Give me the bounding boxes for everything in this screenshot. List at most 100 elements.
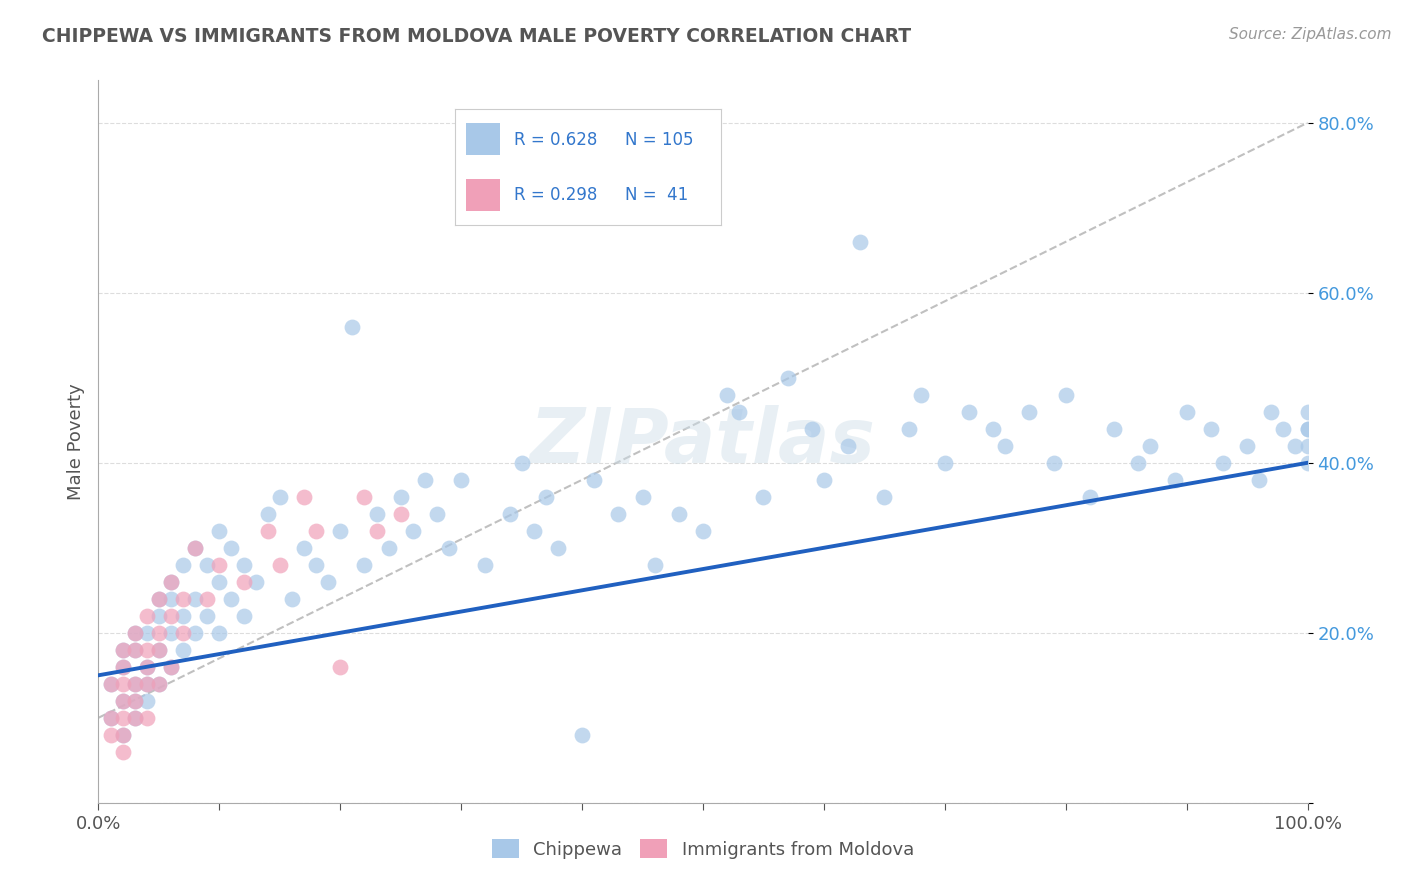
Point bbox=[148, 677, 170, 691]
Point bbox=[135, 608, 157, 623]
Point bbox=[256, 507, 278, 521]
Point bbox=[1296, 439, 1319, 453]
Point bbox=[305, 524, 328, 538]
Point bbox=[571, 728, 593, 742]
Point bbox=[111, 642, 134, 657]
Point bbox=[631, 490, 654, 504]
Point bbox=[160, 660, 183, 674]
Point bbox=[1296, 422, 1319, 436]
Point bbox=[342, 319, 364, 334]
Point bbox=[329, 660, 352, 674]
Point bbox=[316, 574, 339, 589]
Point bbox=[1296, 422, 1319, 436]
Point bbox=[195, 608, 218, 623]
Point bbox=[644, 558, 666, 572]
Point bbox=[402, 524, 425, 538]
Point bbox=[195, 591, 218, 606]
Point bbox=[1163, 473, 1185, 487]
Point bbox=[160, 660, 183, 674]
Point bbox=[716, 388, 738, 402]
Point bbox=[135, 677, 157, 691]
Point bbox=[353, 558, 375, 572]
Point bbox=[366, 524, 388, 538]
Point bbox=[124, 642, 146, 657]
Point bbox=[100, 711, 122, 725]
Point bbox=[474, 558, 496, 572]
Point bbox=[837, 439, 859, 453]
Point bbox=[124, 711, 146, 725]
Point bbox=[135, 677, 157, 691]
Point bbox=[111, 642, 134, 657]
Point bbox=[1199, 422, 1222, 436]
Point bbox=[172, 591, 194, 606]
Point bbox=[1078, 490, 1101, 504]
Point bbox=[111, 694, 134, 708]
Point bbox=[160, 608, 183, 623]
Point bbox=[1249, 473, 1271, 487]
Point bbox=[305, 558, 328, 572]
Point bbox=[111, 728, 134, 742]
Point bbox=[377, 541, 399, 555]
Point bbox=[208, 524, 231, 538]
Point bbox=[232, 558, 254, 572]
Point bbox=[849, 235, 872, 249]
Point bbox=[148, 608, 170, 623]
Point bbox=[426, 507, 449, 521]
Point bbox=[135, 660, 157, 674]
Point bbox=[100, 728, 122, 742]
Point bbox=[498, 507, 520, 521]
Point bbox=[111, 660, 134, 674]
Point bbox=[135, 711, 157, 725]
Point bbox=[208, 574, 231, 589]
Point bbox=[934, 456, 956, 470]
Point bbox=[208, 558, 231, 572]
Point bbox=[172, 625, 194, 640]
Point bbox=[111, 660, 134, 674]
Point bbox=[583, 473, 606, 487]
Point bbox=[1296, 456, 1319, 470]
Point bbox=[523, 524, 546, 538]
Point bbox=[776, 371, 799, 385]
Point bbox=[160, 625, 183, 640]
Point bbox=[124, 694, 146, 708]
Point bbox=[450, 473, 472, 487]
Point bbox=[1212, 456, 1234, 470]
Point bbox=[111, 728, 134, 742]
Point bbox=[1018, 405, 1040, 419]
Point bbox=[184, 541, 207, 555]
Point bbox=[160, 574, 183, 589]
Point bbox=[269, 558, 291, 572]
Point bbox=[148, 625, 170, 640]
Point bbox=[245, 574, 267, 589]
Point bbox=[389, 507, 412, 521]
Point bbox=[111, 677, 134, 691]
Point bbox=[195, 558, 218, 572]
Point bbox=[1102, 422, 1125, 436]
Point bbox=[148, 642, 170, 657]
Point bbox=[547, 541, 569, 555]
Point bbox=[981, 422, 1004, 436]
Point bbox=[172, 608, 194, 623]
Point bbox=[100, 677, 122, 691]
Legend: Chippewa, Immigrants from Moldova: Chippewa, Immigrants from Moldova bbox=[485, 832, 921, 866]
Point bbox=[1296, 405, 1319, 419]
Point bbox=[800, 422, 823, 436]
Point bbox=[135, 625, 157, 640]
Point bbox=[148, 591, 170, 606]
Text: CHIPPEWA VS IMMIGRANTS FROM MOLDOVA MALE POVERTY CORRELATION CHART: CHIPPEWA VS IMMIGRANTS FROM MOLDOVA MALE… bbox=[42, 27, 911, 45]
Point bbox=[389, 490, 412, 504]
Point bbox=[329, 524, 352, 538]
Point bbox=[1128, 456, 1150, 470]
Point bbox=[437, 541, 460, 555]
Point bbox=[111, 745, 134, 759]
Point bbox=[752, 490, 775, 504]
Point bbox=[100, 711, 122, 725]
Point bbox=[160, 574, 183, 589]
Point bbox=[994, 439, 1017, 453]
Point bbox=[897, 422, 920, 436]
Point bbox=[1272, 422, 1295, 436]
Text: Source: ZipAtlas.com: Source: ZipAtlas.com bbox=[1229, 27, 1392, 42]
Point bbox=[232, 608, 254, 623]
Point bbox=[607, 507, 630, 521]
Point bbox=[281, 591, 304, 606]
